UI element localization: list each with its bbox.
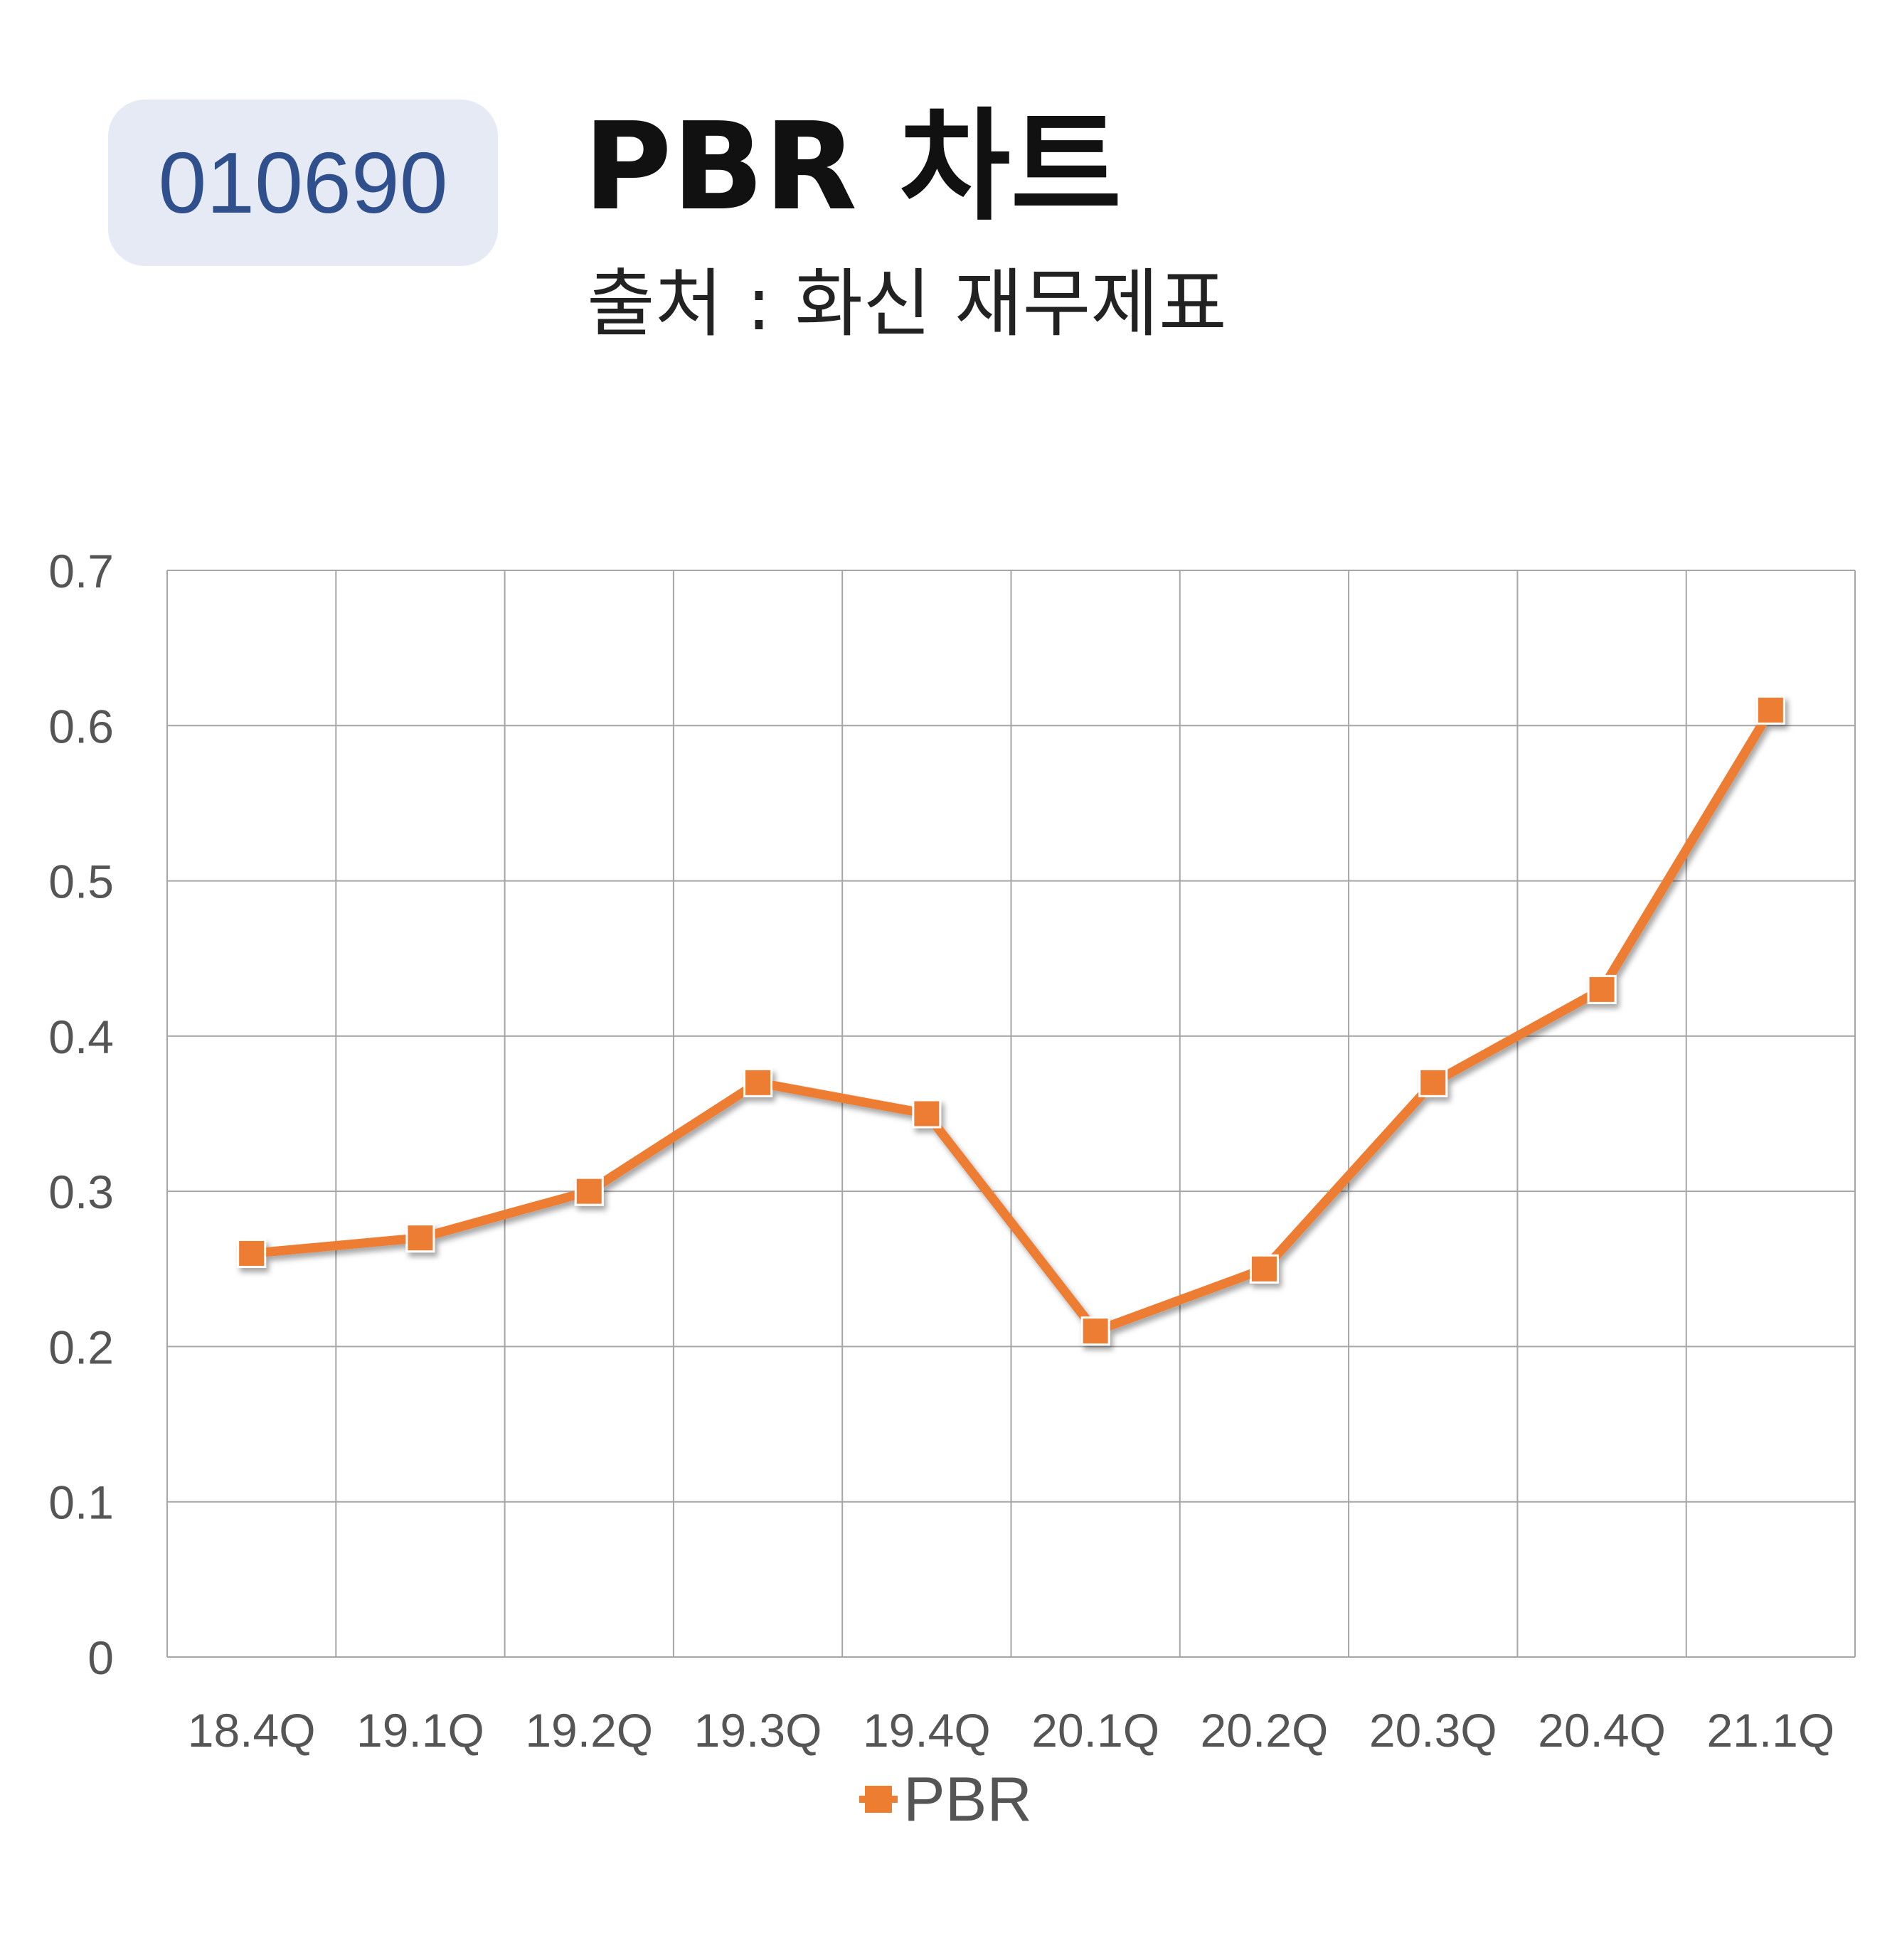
data-point	[237, 1238, 267, 1268]
y-tick-label: 0.1	[48, 1476, 114, 1529]
data-point	[1587, 974, 1617, 1004]
data-point	[405, 1223, 435, 1253]
x-tick-label: 18.4Q	[188, 1704, 316, 1757]
legend-marker	[865, 1786, 892, 1813]
x-tick-label: 19.2Q	[525, 1704, 653, 1757]
y-tick-label: 0.3	[48, 1166, 114, 1218]
x-tick-label: 20.3Q	[1369, 1704, 1497, 1757]
stock-code: 010690	[158, 134, 448, 231]
y-tick-label: 0.7	[48, 545, 114, 597]
data-point	[1418, 1067, 1448, 1097]
data-point	[1080, 1316, 1110, 1346]
data-point	[743, 1067, 773, 1097]
x-axis-ticks: 18.4Q 19.1Q 19.2Q 19.3Q 19.4Q 20.1Q 20.2Q 20.3Q…	[188, 1704, 1834, 1757]
data-point	[1249, 1254, 1279, 1284]
series-pbr	[237, 695, 1785, 1346]
y-tick-label: 0.4	[48, 1011, 114, 1063]
chart-subtitle: 출처 : 화신 재무제표	[587, 260, 1227, 347]
y-tick-label: 0.6	[48, 700, 114, 752]
x-tick-label: 20.1Q	[1031, 1704, 1159, 1757]
data-point	[912, 1099, 942, 1129]
legend: PBR	[859, 1764, 1032, 1834]
data-point	[1755, 695, 1785, 725]
y-axis-ticks: 0 0.1 0.2 0.3 0.4 0.5 0.6 0.7	[48, 545, 114, 1684]
y-tick-label: 0.5	[48, 856, 114, 908]
series-line	[247, 705, 1775, 1336]
x-tick-label: 19.4Q	[863, 1704, 991, 1757]
chart-title: PBR 차트	[583, 97, 1122, 238]
y-tick-label: 0	[87, 1631, 114, 1684]
x-tick-label: 20.4Q	[1538, 1704, 1666, 1757]
x-tick-label: 20.2Q	[1201, 1704, 1329, 1757]
x-tick-label: 21.1Q	[1706, 1704, 1834, 1757]
x-tick-label: 19.3Q	[694, 1704, 822, 1757]
x-tick-label: 19.1Q	[356, 1704, 484, 1757]
y-tick-label: 0.2	[48, 1321, 114, 1373]
stock-code-badge: 010690	[108, 100, 498, 266]
chart-grid	[166, 570, 1856, 1658]
data-point	[574, 1176, 604, 1206]
legend-label: PBR	[903, 1764, 1032, 1834]
